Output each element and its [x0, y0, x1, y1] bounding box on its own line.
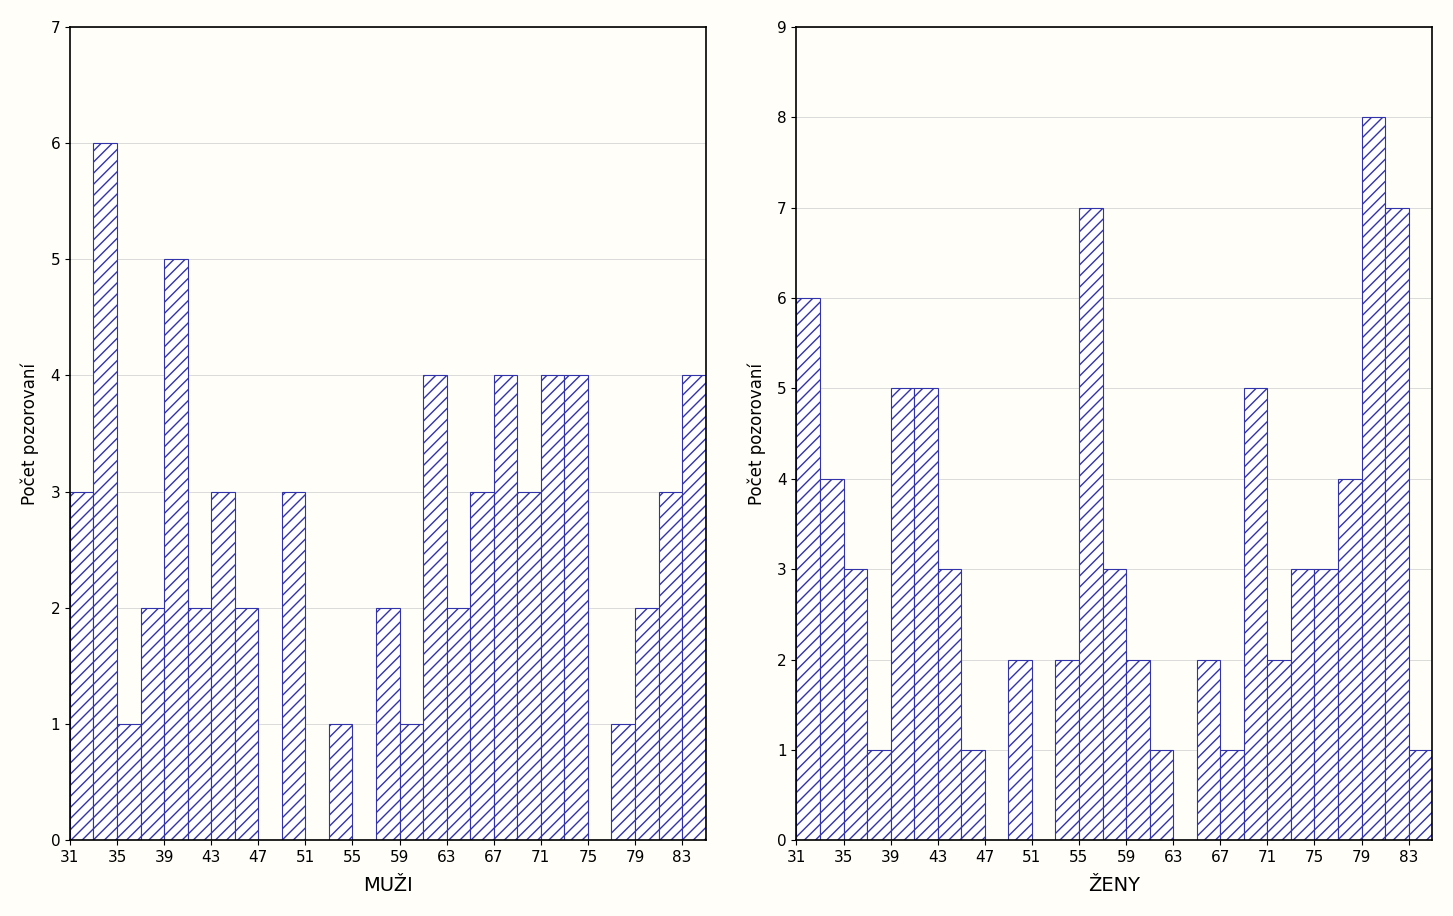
Bar [471, 492, 494, 840]
Bar [141, 608, 164, 840]
Bar [211, 492, 235, 840]
Bar [564, 376, 588, 840]
Bar [891, 388, 914, 840]
Bar [658, 492, 681, 840]
Bar [328, 725, 353, 840]
Bar [164, 259, 187, 840]
Bar [1408, 750, 1433, 840]
Bar [93, 143, 118, 840]
Bar [1149, 750, 1173, 840]
Bar [187, 608, 211, 840]
X-axis label: MUŽI: MUŽI [363, 877, 413, 895]
Bar [1055, 660, 1080, 840]
Bar [1008, 660, 1032, 840]
Bar [1080, 208, 1103, 840]
X-axis label: ŽENY: ŽENY [1088, 877, 1141, 895]
Bar [235, 608, 259, 840]
Bar [844, 569, 867, 840]
Bar [1244, 388, 1267, 840]
Bar [1197, 660, 1221, 840]
Bar [70, 492, 93, 840]
Bar [1126, 660, 1149, 840]
Bar [541, 376, 564, 840]
Bar [635, 608, 658, 840]
Bar [681, 376, 706, 840]
Bar [494, 376, 517, 840]
Bar [612, 725, 635, 840]
Bar [1315, 569, 1338, 840]
Bar [1338, 479, 1361, 840]
Bar [517, 492, 541, 840]
Bar [796, 298, 819, 840]
Bar [962, 750, 985, 840]
Bar [118, 725, 141, 840]
Bar [282, 492, 305, 840]
Bar [867, 750, 891, 840]
Y-axis label: Počet pozorovaní: Počet pozorovaní [20, 363, 39, 505]
Bar [1267, 660, 1290, 840]
Bar [1290, 569, 1315, 840]
Bar [819, 479, 844, 840]
Bar [1221, 750, 1244, 840]
Bar [1361, 117, 1385, 840]
Bar [423, 376, 446, 840]
Bar [914, 388, 937, 840]
Y-axis label: Počet pozorovaní: Počet pozorovaní [747, 363, 766, 505]
Bar [1103, 569, 1126, 840]
Bar [400, 725, 423, 840]
Bar [446, 608, 471, 840]
Bar [937, 569, 962, 840]
Bar [1385, 208, 1408, 840]
Bar [376, 608, 400, 840]
